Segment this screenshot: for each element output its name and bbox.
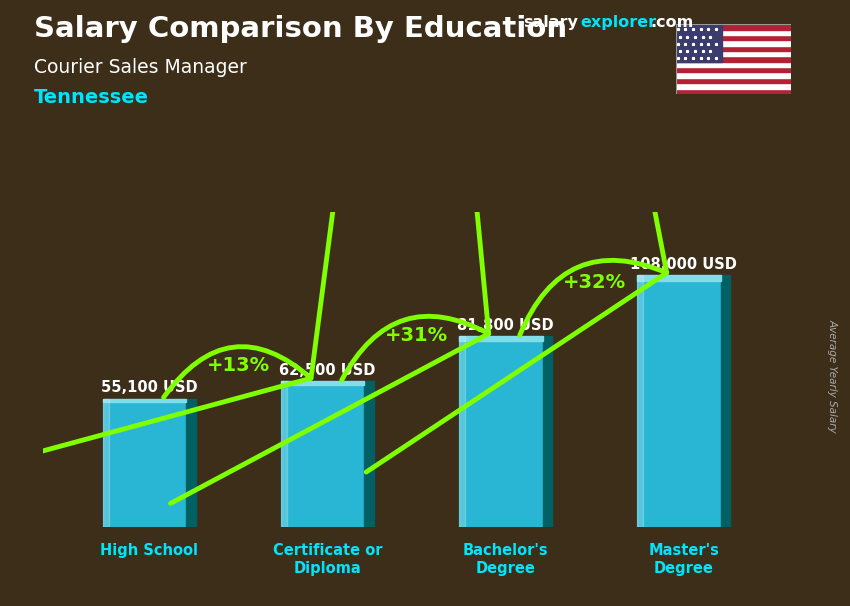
Bar [638,275,721,281]
Bar [676,51,790,56]
Bar [365,381,374,527]
Bar [721,275,730,527]
FancyArrowPatch shape [0,21,358,473]
Text: 55,100 USD: 55,100 USD [101,380,198,395]
Bar [676,83,790,88]
Bar [281,381,286,527]
Bar [281,381,365,385]
Bar [676,56,790,62]
Bar [103,399,109,527]
Bar [676,30,790,35]
Bar [281,381,374,527]
Text: +13%: +13% [207,356,270,375]
Bar [638,275,643,527]
Bar [676,78,790,83]
Bar [676,62,790,67]
Bar [676,73,790,78]
Text: .com: .com [650,15,694,30]
Bar [676,24,790,30]
Bar [676,35,790,41]
Text: 108,000 USD: 108,000 USD [630,256,737,271]
Bar [676,41,790,45]
Text: Tennessee: Tennessee [34,88,149,107]
Bar [542,336,552,527]
Text: 62,500 USD: 62,500 USD [280,363,376,378]
FancyArrowPatch shape [366,0,666,472]
Bar [459,336,552,527]
Text: salary: salary [523,15,578,30]
Text: Courier Sales Manager: Courier Sales Manager [34,58,246,76]
Bar [676,67,790,73]
Text: +31%: +31% [385,326,448,345]
Bar [459,336,465,527]
FancyArrowPatch shape [171,0,489,504]
Bar [186,399,196,527]
Bar [638,275,730,527]
Text: Average Yearly Salary: Average Yearly Salary [827,319,837,433]
Text: Salary Comparison By Education: Salary Comparison By Education [34,15,567,43]
Text: explorer: explorer [581,15,657,30]
Bar [459,336,542,341]
Bar [103,399,186,402]
Bar [676,88,790,94]
Text: 81,800 USD: 81,800 USD [457,318,554,333]
Text: +32%: +32% [563,273,626,292]
Bar [676,45,790,51]
Bar [676,24,722,62]
Bar [103,399,196,527]
